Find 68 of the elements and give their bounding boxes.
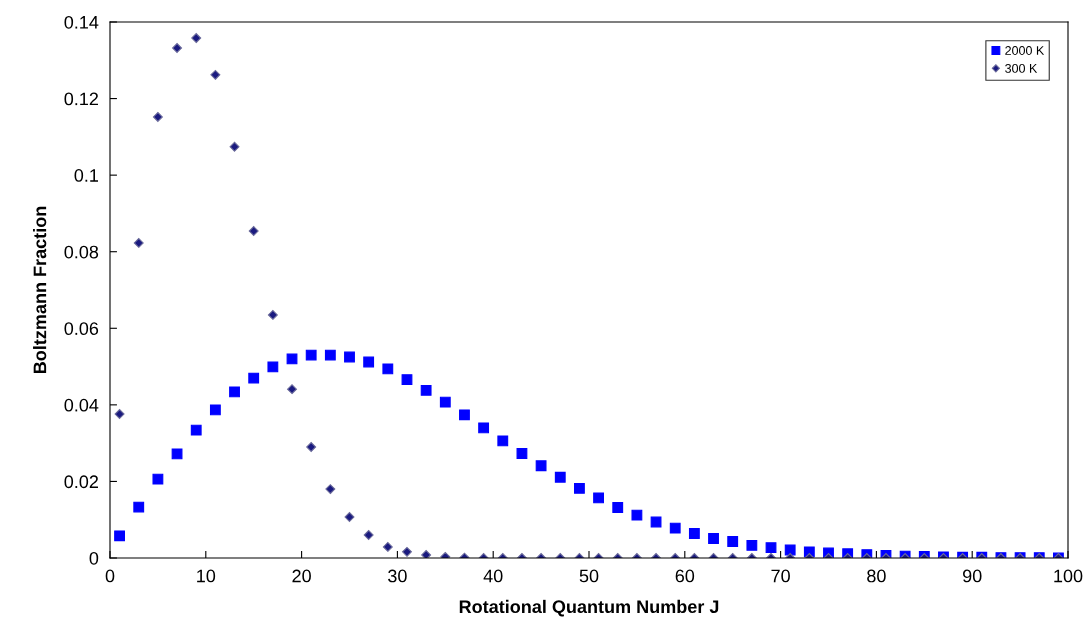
legend-label: 300 K [1005, 63, 1038, 73]
point [593, 492, 604, 504]
point [114, 530, 125, 542]
point [133, 501, 145, 513]
point [363, 356, 375, 368]
point [401, 374, 413, 386]
y-tick-label: 0.14 [64, 15, 99, 29]
point [727, 536, 739, 547]
point [574, 482, 585, 494]
y-tick-label: 0.04 [64, 398, 99, 412]
x-tick-label: 100 [1054, 569, 1083, 583]
point [497, 435, 509, 447]
point [420, 384, 432, 396]
point [286, 353, 298, 365]
point [267, 361, 279, 373]
point [248, 372, 260, 384]
point [305, 349, 317, 361]
y-tick-label: 0.12 [64, 92, 98, 106]
point [382, 363, 394, 375]
point [344, 351, 355, 363]
x-tick-label: 80 [867, 569, 886, 583]
point [287, 384, 297, 395]
x-tick-label: 70 [771, 569, 790, 583]
point [784, 544, 796, 556]
x-tick-label: 40 [483, 569, 503, 583]
y-axis-title: Boltzmann Fraction [33, 206, 47, 374]
point [209, 404, 221, 416]
y-tick-label: 0.08 [64, 245, 99, 259]
x-tick-label: 0 [105, 569, 115, 583]
point [248, 226, 259, 237]
point [516, 448, 528, 459]
point [344, 512, 355, 523]
x-tick-label: 10 [197, 569, 216, 583]
x-tick-label: 20 [292, 569, 311, 583]
point [402, 546, 412, 557]
x-axis-title: Rotational Quantum Number J [459, 599, 719, 617]
x-tick-label: 90 [963, 569, 982, 583]
x-tick-label: 60 [675, 569, 695, 583]
point [152, 473, 164, 485]
point [439, 396, 451, 408]
y-tick-label: 0 [89, 551, 99, 565]
point [459, 409, 470, 421]
point [535, 460, 547, 472]
point [631, 509, 643, 521]
y-tick-label: 0.02 [64, 475, 98, 489]
y-tick-label: 0.1 [74, 169, 99, 182]
point [324, 349, 336, 361]
point [114, 409, 125, 420]
point [267, 309, 278, 320]
point [325, 484, 336, 495]
point [688, 528, 700, 539]
point [708, 533, 719, 544]
point [382, 541, 393, 552]
point [229, 386, 240, 398]
point [171, 448, 183, 460]
point [612, 502, 624, 513]
y-tick-label: 0.06 [64, 322, 99, 336]
point [554, 471, 566, 483]
point [190, 424, 202, 436]
point [746, 539, 758, 551]
point [421, 549, 432, 558]
x-tick-label: 50 [579, 569, 599, 583]
point [669, 522, 681, 534]
legend-label: 2000 K [1005, 46, 1045, 55]
point [478, 422, 490, 434]
x-tick-label: 30 [388, 569, 407, 583]
point [306, 441, 317, 452]
point [133, 237, 144, 248]
